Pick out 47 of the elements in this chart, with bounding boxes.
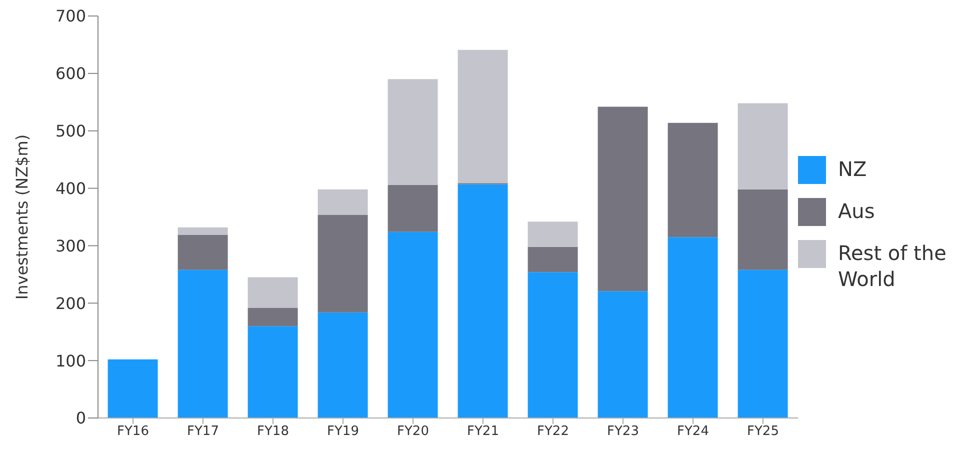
- x-tick-label: FY24: [677, 424, 709, 440]
- y-tick-label: 0: [76, 408, 86, 428]
- x-tick-label: FY18: [257, 424, 289, 440]
- x-tick-label: FY17: [187, 424, 219, 440]
- bar: [598, 106, 648, 292]
- y-tick-label: 200: [55, 294, 86, 313]
- y-tick-label: 600: [55, 64, 86, 84]
- y-tick-label: 400: [55, 178, 86, 198]
- x-tick-label: FY22: [537, 424, 569, 440]
- bar: [738, 103, 788, 190]
- bar: [178, 234, 228, 270]
- x-tick-label: FY19: [327, 424, 359, 440]
- legend-label: Rest of the World: [838, 240, 948, 292]
- y-tick-label: 700: [55, 6, 86, 26]
- bar: [318, 312, 368, 418]
- bar: [318, 214, 368, 312]
- bar: [528, 246, 578, 272]
- x-tick-label: FY23: [607, 424, 639, 440]
- bar: [178, 227, 228, 235]
- x-tick-label: FY21: [467, 424, 499, 440]
- bar: [388, 184, 438, 232]
- bar: [528, 272, 578, 418]
- x-tick-label: FY16: [117, 424, 149, 440]
- y-tick-label: 500: [55, 122, 86, 141]
- bar: [388, 232, 438, 418]
- legend-label: NZ: [838, 156, 868, 182]
- bar: [598, 291, 648, 418]
- x-tick-label: FY20: [397, 424, 429, 440]
- bar: [458, 184, 508, 418]
- bar: [178, 270, 228, 418]
- y-tick-label: 300: [55, 236, 86, 256]
- bar: [738, 189, 788, 270]
- bar: [388, 79, 438, 185]
- bar: [668, 122, 718, 238]
- bar: [458, 50, 508, 184]
- bar: [248, 308, 298, 326]
- y-axis-title: Investments (NZ$m): [12, 134, 32, 300]
- bar: [668, 237, 718, 418]
- y-tick-label: 100: [55, 351, 86, 370]
- legend-label: Aus: [838, 198, 876, 224]
- bar: [108, 359, 158, 418]
- x-tick-label: FY25: [747, 424, 779, 440]
- bar: [248, 277, 298, 308]
- bar: [248, 326, 298, 418]
- bar: [318, 189, 368, 215]
- bar: [528, 222, 578, 247]
- bar: [738, 270, 788, 418]
